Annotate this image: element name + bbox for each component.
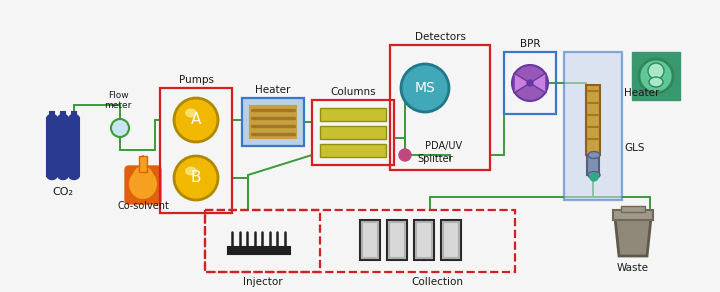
Bar	[61, 112, 65, 119]
Ellipse shape	[588, 171, 600, 178]
Bar	[504, 52, 556, 114]
Ellipse shape	[185, 166, 197, 175]
Bar	[613, 210, 653, 220]
Circle shape	[174, 98, 218, 142]
Bar	[72, 112, 76, 119]
Bar	[242, 98, 304, 146]
Bar	[205, 210, 515, 272]
Text: Waste: Waste	[617, 263, 649, 273]
Bar	[139, 156, 147, 172]
Circle shape	[111, 119, 129, 137]
Text: Heater: Heater	[624, 88, 660, 98]
Text: PDA/UV: PDA/UV	[425, 141, 462, 151]
Circle shape	[648, 63, 664, 79]
Bar	[416, 222, 432, 258]
Text: Detectors: Detectors	[415, 32, 466, 42]
Text: GLS: GLS	[624, 143, 644, 153]
Bar	[390, 45, 490, 170]
Bar	[414, 220, 434, 260]
Ellipse shape	[47, 173, 57, 180]
Bar	[360, 220, 380, 260]
Bar	[389, 222, 405, 258]
Ellipse shape	[58, 173, 68, 180]
Bar	[47, 118, 57, 176]
Text: Injector: Injector	[243, 277, 282, 287]
Circle shape	[401, 64, 449, 112]
Circle shape	[399, 149, 411, 161]
Bar	[312, 100, 394, 165]
Text: B: B	[191, 171, 202, 185]
Text: Heater: Heater	[256, 85, 291, 95]
Text: Collection: Collection	[412, 277, 464, 287]
Polygon shape	[514, 73, 530, 93]
Bar	[58, 118, 68, 176]
Bar	[362, 222, 378, 258]
Bar	[320, 126, 386, 139]
Bar	[621, 206, 645, 212]
Circle shape	[639, 59, 673, 93]
Ellipse shape	[69, 114, 79, 121]
Text: Pumps: Pumps	[179, 75, 214, 85]
Ellipse shape	[129, 169, 157, 199]
Circle shape	[590, 173, 598, 181]
Bar	[205, 210, 320, 272]
Bar	[228, 247, 290, 254]
FancyBboxPatch shape	[125, 166, 161, 204]
Circle shape	[527, 80, 533, 86]
Bar	[250, 106, 296, 138]
Bar	[586, 85, 600, 155]
Bar	[441, 220, 461, 260]
Bar	[160, 88, 232, 213]
Ellipse shape	[47, 114, 57, 121]
Bar	[587, 155, 599, 175]
Ellipse shape	[133, 166, 153, 186]
Bar	[632, 52, 680, 100]
Bar	[69, 118, 79, 176]
Text: Splitter: Splitter	[417, 154, 453, 164]
Circle shape	[512, 65, 548, 101]
Ellipse shape	[69, 173, 79, 180]
Bar	[443, 222, 459, 258]
Polygon shape	[615, 218, 651, 256]
Bar	[387, 220, 407, 260]
Ellipse shape	[185, 109, 197, 117]
Text: A: A	[191, 112, 201, 128]
Text: Co-solvent: Co-solvent	[117, 201, 169, 211]
Text: Columns: Columns	[330, 87, 376, 97]
Bar	[50, 112, 54, 119]
Ellipse shape	[649, 77, 663, 87]
Text: MS: MS	[415, 81, 436, 95]
Ellipse shape	[588, 152, 600, 159]
Text: CO₂: CO₂	[53, 187, 73, 197]
Text: Flow
meter: Flow meter	[104, 91, 132, 110]
Ellipse shape	[58, 114, 68, 121]
Bar	[320, 108, 386, 121]
Bar	[564, 52, 622, 200]
Bar	[320, 144, 386, 157]
Polygon shape	[530, 73, 546, 93]
Circle shape	[174, 156, 218, 200]
Text: BPR: BPR	[520, 39, 540, 49]
